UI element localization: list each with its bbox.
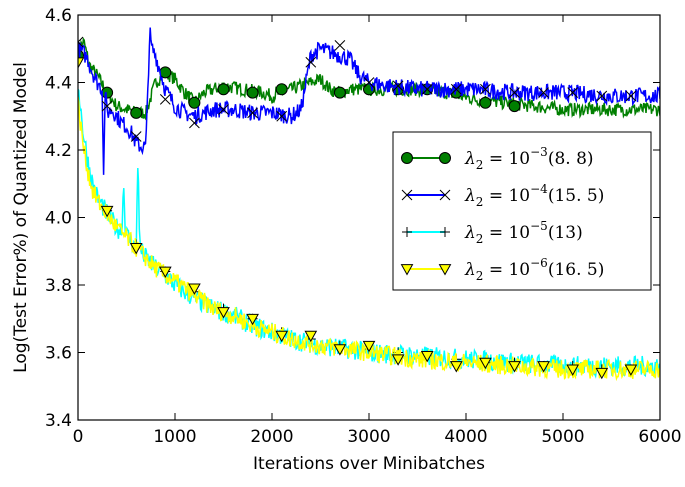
x-axis-label: Iterations over Minibatches — [253, 454, 485, 474]
legend-swatch-marker — [402, 227, 412, 237]
x-tick-label: 6000 — [638, 427, 681, 447]
series-2-marker — [538, 87, 549, 98]
series-4-marker — [78, 57, 85, 69]
series-2-marker — [247, 107, 258, 119]
series-4-marker — [479, 357, 492, 370]
series-1-marker — [159, 66, 172, 79]
series-4-marker — [420, 350, 434, 363]
series-2-marker — [276, 110, 288, 122]
series-2-marker — [159, 94, 171, 105]
series-1-marker — [275, 83, 288, 96]
series-1-marker — [479, 96, 492, 109]
y-tick-label: 4.6 — [45, 6, 72, 26]
series-4-marker — [129, 242, 143, 255]
series-2-marker — [189, 117, 200, 129]
series-1-marker — [130, 106, 143, 119]
series-1-marker — [101, 86, 114, 99]
series-2-marker — [78, 36, 84, 48]
x-tick-label: 4000 — [444, 427, 487, 447]
series-2-marker — [480, 83, 491, 95]
legend-swatch-marker — [438, 264, 452, 276]
series-4-marker — [595, 367, 609, 380]
series-4-marker — [508, 361, 521, 373]
series-4-line — [78, 96, 660, 382]
series-2-marker — [509, 87, 520, 98]
series-4-marker — [100, 205, 114, 218]
series-4-marker — [537, 361, 550, 373]
y-tick-label: 4.4 — [45, 74, 72, 94]
series-1-marker — [217, 83, 230, 96]
series-1-marker — [333, 86, 346, 99]
legend-swatch-marker — [439, 152, 451, 164]
y-tick-label: 3.6 — [45, 344, 72, 364]
legend-label: λ2 = 10−3(8. 8) — [464, 145, 594, 172]
legend: λ2 = 10−3(8. 8) λ2 = 10−4(15. 5) λ2 = 10−5… — [392, 131, 652, 291]
series-4-marker — [333, 344, 347, 356]
series-2-marker — [596, 90, 608, 102]
x-tick-label: 3000 — [347, 427, 390, 447]
series-4-marker — [275, 330, 289, 343]
legend-label: λ2 = 10−4(15. 5) — [464, 182, 604, 209]
series-2-marker — [421, 83, 433, 95]
series-4-marker — [566, 364, 580, 376]
legend-entry-2: λ2 = 10−4(15. 5) — [401, 182, 604, 209]
series-4-marker — [158, 266, 172, 279]
axes: 0 1000 2000 3000 4000 5000 6000 3.4 3.6 3.8 4.0 4.2… — [11, 6, 682, 474]
legend-entry-4: λ2 = 10−6(16. 5) — [400, 256, 604, 283]
legend-swatch-marker — [401, 152, 413, 164]
series-2-marker — [101, 100, 113, 112]
series-4-marker — [362, 340, 376, 353]
series-2 — [78, 27, 660, 175]
x-tick-label: 2000 — [250, 427, 293, 447]
series-2-marker — [625, 90, 637, 102]
legend-label: λ2 = 10−6(16. 5) — [464, 256, 604, 283]
series-4 — [78, 57, 660, 382]
series-4-marker — [246, 313, 259, 326]
legend-swatch-marker — [401, 189, 413, 201]
series-1-line — [78, 36, 660, 121]
y-tick-label: 4.2 — [45, 141, 72, 161]
series-2-marker — [450, 83, 462, 95]
series-1-marker — [508, 100, 521, 113]
series-4-marker — [217, 307, 230, 319]
series-2-marker — [392, 80, 404, 92]
series-4-marker — [391, 354, 405, 366]
legend-swatch-marker — [400, 264, 414, 276]
series-4-marker — [188, 283, 201, 295]
legend-entry-1: λ2 = 10−3(8. 8) — [401, 145, 594, 172]
y-tick-label: 4.0 — [45, 209, 72, 229]
legend-swatch-marker — [440, 227, 450, 237]
series-4-marker — [624, 364, 638, 376]
x-tick-label: 1000 — [153, 427, 196, 447]
y-axis-label: Log(Test Error%) of Quantized Model — [11, 62, 31, 373]
legend-label: λ2 = 10−5(13) — [464, 219, 583, 246]
series-2-marker — [567, 87, 579, 98]
y-tick-label: 3.8 — [45, 276, 72, 296]
series-2-marker — [363, 77, 375, 88]
legend-swatch-marker — [439, 189, 451, 201]
x-tick-label: 5000 — [541, 427, 584, 447]
series-2-marker — [305, 56, 317, 68]
plot-area — [78, 27, 660, 382]
series-2-marker — [130, 131, 142, 142]
series-2-marker — [218, 104, 229, 115]
series-4-marker — [449, 361, 463, 373]
y-tick-label: 3.4 — [45, 411, 72, 431]
legend-entry-3: λ2 = 10−5(13) — [402, 219, 583, 246]
series-1-marker — [188, 96, 201, 109]
series-4-marker — [304, 330, 318, 343]
x-tick-label: 0 — [73, 427, 84, 447]
series-2-marker — [334, 40, 346, 51]
series-1-marker — [246, 86, 259, 99]
